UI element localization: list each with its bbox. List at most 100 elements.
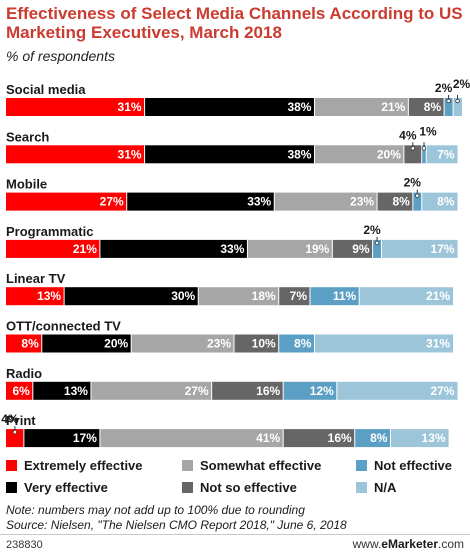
data-label: 7%: [290, 289, 308, 303]
callout-dot: [12, 429, 18, 435]
data-label: 12%: [310, 384, 334, 398]
data-label: 13%: [64, 384, 88, 398]
data-label: 23%: [207, 337, 231, 351]
data-label: 30%: [171, 289, 195, 303]
bar-extremely-effective: [6, 381, 33, 400]
legend-item-not-so-effective: Not so effective: [182, 480, 297, 495]
bar-not-effective: [444, 98, 454, 116]
category-label: OTT/connected TV: [6, 319, 121, 334]
chart-title: Effectiveness of Select Media Channels A…: [6, 4, 463, 42]
data-label: 21%: [381, 100, 405, 114]
bar-not-effective: [412, 192, 422, 211]
bar-very-effective: [126, 192, 275, 211]
category-label: Linear TV: [6, 271, 66, 286]
callout-dot: [415, 193, 420, 198]
legend-swatch: [6, 460, 17, 471]
callout-label: 2%: [404, 176, 422, 190]
bar-not-effective: [310, 287, 360, 306]
bar-n-a: [421, 192, 458, 211]
callout-label: 1%: [419, 124, 437, 138]
data-label: 27%: [100, 195, 124, 209]
legend-item-na: N/A: [356, 480, 396, 495]
data-label: 41%: [256, 431, 280, 445]
bar-extremely-effective: [6, 192, 127, 211]
data-label: 38%: [287, 147, 311, 161]
data-label: 9%: [352, 242, 370, 256]
callout-dot: [455, 98, 460, 104]
data-label: 27%: [430, 384, 454, 398]
bar-somewhat-effective: [314, 98, 409, 116]
data-label: 8%: [424, 100, 442, 114]
source-line: Source: Nielsen, "The Nielsen CMO Report…: [6, 518, 347, 532]
bar-very-effective: [144, 145, 315, 164]
bar-not-so-effective: [408, 98, 445, 116]
legend-swatch: [356, 460, 367, 471]
bar-not-effective: [354, 429, 391, 448]
bar-somewhat-effective: [99, 429, 284, 448]
data-label: 13%: [422, 431, 446, 445]
data-label: 11%: [333, 289, 357, 303]
bar-extremely-effective: [6, 334, 42, 353]
bar-somewhat-effective: [198, 287, 279, 306]
data-label: 21%: [426, 289, 450, 303]
data-label: 8%: [21, 337, 39, 351]
brand-suffix: .com: [437, 537, 464, 551]
bar-somewhat-effective: [274, 192, 378, 211]
bar-n-a: [314, 334, 454, 353]
category-label: Mobile: [6, 177, 47, 192]
legend-swatch: [182, 460, 193, 471]
callout-label: 2%: [435, 81, 453, 95]
bar-not-so-effective: [377, 192, 413, 211]
bar-very-effective: [23, 429, 100, 448]
bar-not-so-effective: [283, 429, 355, 448]
chart-subtitle: % of respondents: [6, 48, 115, 64]
bar-not-so-effective: [278, 287, 310, 306]
category-label: Search: [6, 129, 49, 144]
data-label: 8%: [370, 431, 388, 445]
legend-item-not-effective: Not effective: [356, 458, 452, 473]
data-label: 33%: [247, 195, 271, 209]
bar-n-a: [381, 239, 458, 258]
data-label: 27%: [185, 384, 209, 398]
bar-not-so-effective: [234, 334, 279, 353]
legend-label: N/A: [374, 480, 397, 495]
bar-somewhat-effective: [90, 381, 212, 400]
bar-somewhat-effective: [314, 145, 404, 164]
callout-label: 4%: [1, 412, 19, 426]
data-label: 17%: [73, 431, 97, 445]
data-label: 10%: [252, 337, 276, 351]
data-label: 16%: [256, 384, 280, 398]
data-label: 13%: [37, 289, 61, 303]
chart-id: 238830: [6, 539, 43, 551]
legend-item-very-effective: Very effective: [6, 480, 108, 495]
data-label: 21%: [73, 242, 97, 256]
bar-not-effective: [372, 239, 382, 258]
data-label: 8%: [294, 337, 312, 351]
legend-item-extremely-effective: Extremely effective: [6, 458, 143, 473]
legend-swatch: [356, 482, 367, 493]
legend-label: Not effective: [374, 458, 453, 473]
category-label: Programmatic: [6, 224, 93, 239]
data-label: 16%: [328, 431, 352, 445]
data-label: 8%: [392, 195, 410, 209]
bar-very-effective: [99, 239, 248, 258]
bar-very-effective: [144, 98, 315, 116]
data-label: 6%: [12, 384, 30, 398]
bar-very-effective: [64, 287, 199, 306]
bar-extremely-effective: [6, 287, 65, 306]
brand-link[interactable]: www.eMarketer.com: [353, 537, 464, 551]
data-label: 33%: [220, 242, 244, 256]
legend-swatch: [6, 482, 17, 493]
callout-label: 2%: [363, 223, 381, 237]
bar-not-so-effective: [403, 145, 422, 164]
bar-very-effective: [41, 334, 132, 353]
bar-not-effective: [278, 334, 315, 353]
legend-swatch: [182, 482, 193, 493]
bar-n-a: [390, 429, 449, 448]
legend-label: Very effective: [24, 480, 108, 495]
bar-not-so-effective: [332, 239, 373, 258]
callout-dot: [410, 146, 416, 151]
callout-dot: [421, 146, 427, 151]
bar-somewhat-effective: [247, 239, 333, 258]
